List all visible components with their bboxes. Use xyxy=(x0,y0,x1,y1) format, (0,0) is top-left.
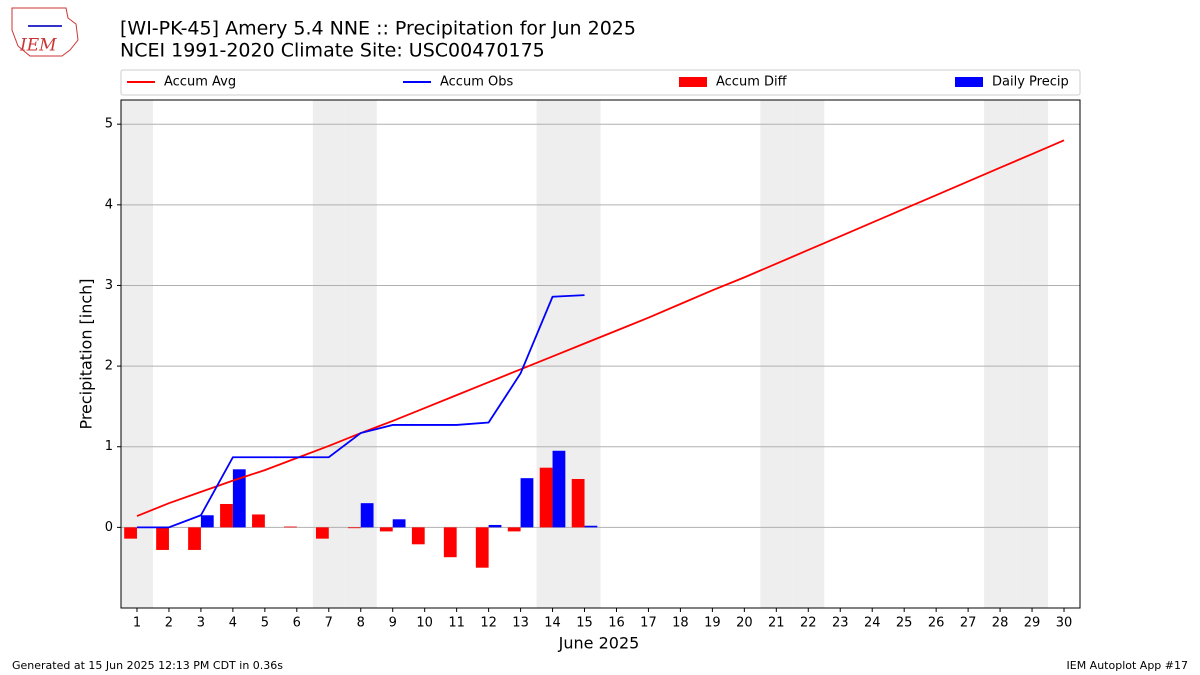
x-tick-label: 11 xyxy=(448,616,465,631)
x-tick-label: 24 xyxy=(864,616,881,631)
bar xyxy=(188,527,201,550)
y-tick-label: 5 xyxy=(105,117,113,132)
x-tick-label: 22 xyxy=(800,616,817,631)
y-tick-label: 3 xyxy=(105,278,113,293)
x-tick-label: 8 xyxy=(357,616,365,631)
x-axis-label: June 2025 xyxy=(558,634,640,653)
weekend-shade xyxy=(312,100,345,608)
x-tick-label: 18 xyxy=(672,616,689,631)
x-tick-label: 28 xyxy=(992,616,1009,631)
chart-subtitle: NCEI 1991-2020 Climate Site: USC00470175 xyxy=(120,40,545,62)
x-tick-label: 9 xyxy=(389,616,397,631)
x-tick-label: 29 xyxy=(1024,616,1041,631)
bar xyxy=(315,527,329,539)
bar xyxy=(552,450,566,528)
weekend-shade xyxy=(344,100,377,608)
y-tick-label: 2 xyxy=(105,359,113,374)
y-tick-label: 0 xyxy=(105,520,113,535)
logo-text: IEM xyxy=(19,36,57,56)
x-tick-label: 3 xyxy=(197,616,205,631)
legend-label: Accum Diff xyxy=(716,75,788,90)
weekend-shade xyxy=(984,100,1017,608)
x-tick-label: 12 xyxy=(480,616,497,631)
bar xyxy=(520,478,534,528)
bar xyxy=(252,514,265,528)
legend-label: Accum Avg xyxy=(164,75,236,90)
x-tick-label: 21 xyxy=(768,616,785,631)
bar xyxy=(584,525,598,528)
bar xyxy=(347,527,361,529)
bar xyxy=(220,503,233,528)
bar xyxy=(232,469,246,528)
x-tick-label: 14 xyxy=(544,616,561,631)
logo-outline xyxy=(11,7,79,57)
legend-label: Daily Precip xyxy=(992,75,1069,90)
legend-box xyxy=(120,69,1081,96)
x-tick-label: 15 xyxy=(576,616,593,631)
logo: IEM xyxy=(11,7,79,57)
x-tick-label: 10 xyxy=(416,616,433,631)
x-tick-label: 23 xyxy=(832,616,849,631)
x-tick-label: 13 xyxy=(512,616,529,631)
bar xyxy=(379,527,393,532)
y-tick-label: 1 xyxy=(105,439,113,454)
x-tick-label: 17 xyxy=(640,616,657,631)
bar xyxy=(284,526,297,528)
bar xyxy=(475,527,489,568)
bar xyxy=(571,478,585,528)
x-tick-label: 1 xyxy=(133,616,141,631)
legend-label: Accum Obs xyxy=(440,75,513,90)
weekend-shade xyxy=(1016,100,1049,608)
x-tick-label: 25 xyxy=(896,616,913,631)
weekend-shade xyxy=(760,100,793,608)
x-tick-label: 16 xyxy=(608,616,625,631)
bar xyxy=(156,527,169,550)
x-tick-label: 19 xyxy=(704,616,721,631)
x-tick-label: 7 xyxy=(325,616,333,631)
footer-left: Generated at 15 Jun 2025 12:13 PM CDT in… xyxy=(12,659,283,672)
bar xyxy=(443,527,457,558)
x-tick-label: 5 xyxy=(261,616,269,631)
weekend-shade xyxy=(792,100,825,608)
weekend-shade xyxy=(536,100,569,608)
chart-title: [WI-PK-45] Amery 5.4 NNE :: Precipitatio… xyxy=(120,18,636,40)
y-tick-label: 4 xyxy=(105,197,113,212)
bar xyxy=(200,515,214,528)
bar xyxy=(392,519,406,528)
footer-right: IEM Autoplot App #17 xyxy=(1067,659,1189,672)
legend-swatch xyxy=(955,77,983,87)
y-axis-label: Precipitation [inch] xyxy=(77,278,96,429)
weekend-shade xyxy=(568,100,601,608)
x-tick-label: 4 xyxy=(229,616,237,631)
x-tick-label: 20 xyxy=(736,616,753,631)
weekend-shade xyxy=(121,100,153,608)
bar xyxy=(507,527,521,532)
plot-frame xyxy=(120,99,1081,609)
x-tick-label: 30 xyxy=(1056,616,1073,631)
line xyxy=(136,139,1065,517)
bar xyxy=(539,467,553,528)
bar xyxy=(360,503,374,528)
x-tick-label: 2 xyxy=(165,616,173,631)
x-tick-label: 26 xyxy=(928,616,945,631)
bar xyxy=(124,527,137,539)
x-tick-label: 27 xyxy=(960,616,977,631)
x-tick-label: 6 xyxy=(293,616,301,631)
legend-swatch xyxy=(679,77,707,87)
line xyxy=(136,294,585,529)
bar xyxy=(488,524,502,528)
bar xyxy=(411,527,425,545)
